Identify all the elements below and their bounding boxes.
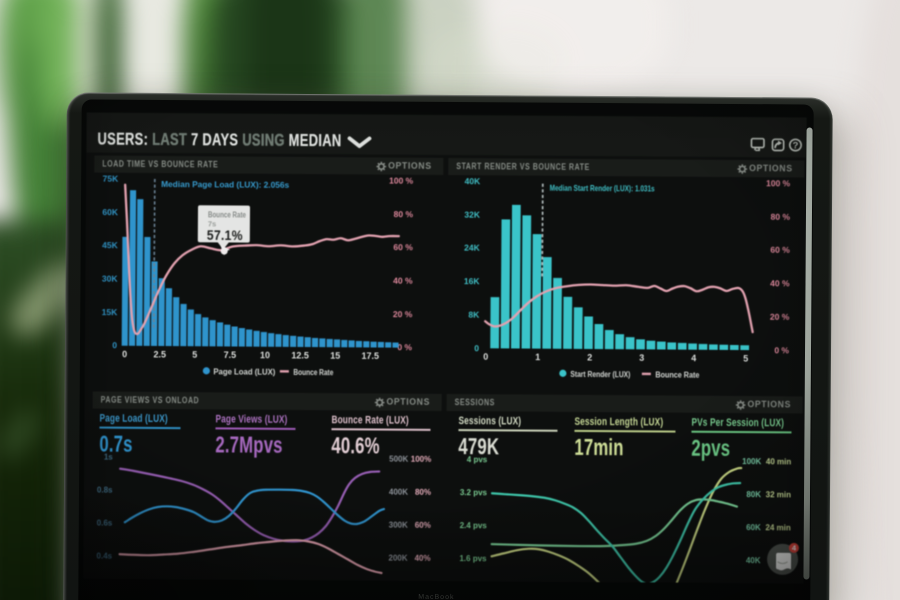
svg-text:0: 0 bbox=[122, 349, 127, 359]
svg-text:40 %: 40 % bbox=[770, 278, 790, 288]
svg-text:60K: 60K bbox=[746, 523, 761, 532]
svg-text:4: 4 bbox=[691, 353, 696, 363]
svg-text:Bounce Rate: Bounce Rate bbox=[293, 367, 333, 377]
svg-text:0: 0 bbox=[112, 340, 117, 350]
svg-text:80 %: 80 % bbox=[394, 209, 414, 219]
svg-text:Median Start Render (LUX): 1.0: Median Start Render (LUX): 1.031s bbox=[550, 183, 655, 194]
svg-text:4 pvs: 4 pvs bbox=[467, 455, 488, 464]
svg-text:60%: 60% bbox=[415, 521, 431, 530]
svg-text:57.1%: 57.1% bbox=[207, 228, 243, 243]
svg-text:80K: 80K bbox=[746, 490, 761, 499]
svg-text:0: 0 bbox=[474, 343, 479, 353]
svg-text:2.5: 2.5 bbox=[153, 349, 166, 359]
svg-text:100K: 100K bbox=[742, 457, 761, 466]
svg-text:3.2 pvs: 3.2 pvs bbox=[460, 488, 488, 497]
svg-text:60K: 60K bbox=[102, 207, 119, 217]
svg-text:40K: 40K bbox=[465, 176, 482, 186]
svg-text:80%: 80% bbox=[415, 488, 431, 497]
svg-text:Bounce Rate: Bounce Rate bbox=[208, 210, 246, 219]
svg-text:1: 1 bbox=[535, 352, 540, 362]
svg-text:3: 3 bbox=[639, 353, 644, 363]
svg-text:0.4s: 0.4s bbox=[96, 552, 112, 561]
svg-text:60 %: 60 % bbox=[770, 245, 790, 255]
svg-text:Median Page Load (LUX): 2.056s: Median Page Load (LUX): 2.056s bbox=[161, 179, 289, 190]
svg-text:45K: 45K bbox=[102, 240, 119, 250]
svg-text:80 %: 80 % bbox=[771, 212, 791, 222]
svg-text:24 min: 24 min bbox=[765, 523, 791, 532]
svg-text:100 %: 100 % bbox=[766, 178, 791, 188]
svg-text:300K: 300K bbox=[389, 521, 408, 530]
svg-text:100%: 100% bbox=[411, 455, 432, 464]
svg-text:0.8s: 0.8s bbox=[97, 486, 113, 495]
svg-text:32K: 32K bbox=[464, 209, 481, 219]
svg-text:15K: 15K bbox=[102, 307, 119, 317]
svg-text:0.6s: 0.6s bbox=[97, 519, 113, 528]
svg-text:500K: 500K bbox=[389, 455, 408, 464]
svg-text:75K: 75K bbox=[103, 174, 120, 184]
svg-text:4: 4 bbox=[792, 544, 797, 553]
svg-text:2: 2 bbox=[587, 352, 592, 362]
svg-text:40 %: 40 % bbox=[393, 276, 413, 286]
svg-text:32 min: 32 min bbox=[766, 490, 792, 499]
svg-text:40%: 40% bbox=[415, 554, 431, 563]
svg-text:200K: 200K bbox=[388, 554, 407, 563]
svg-text:30K: 30K bbox=[102, 274, 119, 284]
svg-text:1.6 pvs: 1.6 pvs bbox=[459, 554, 487, 563]
svg-text:15: 15 bbox=[330, 351, 340, 361]
svg-text:Bounce Rate: Bounce Rate bbox=[655, 369, 699, 379]
svg-text:24K: 24K bbox=[464, 243, 481, 253]
svg-text:60 %: 60 % bbox=[393, 242, 413, 252]
svg-text:12.5: 12.5 bbox=[291, 350, 309, 360]
svg-text:7.5: 7.5 bbox=[224, 350, 237, 360]
svg-text:Page Load (LUX): Page Load (LUX) bbox=[213, 366, 275, 376]
svg-text:40K: 40K bbox=[746, 556, 761, 565]
svg-text:0: 0 bbox=[483, 352, 488, 362]
svg-text:10: 10 bbox=[260, 350, 270, 360]
svg-text:40 min: 40 min bbox=[766, 457, 792, 466]
svg-text:1s: 1s bbox=[104, 453, 114, 462]
svg-text:17.5: 17.5 bbox=[361, 351, 379, 361]
svg-text:20 %: 20 % bbox=[770, 312, 790, 322]
svg-text:100 %: 100 % bbox=[389, 176, 414, 186]
svg-text:2.4 pvs: 2.4 pvs bbox=[460, 521, 488, 530]
svg-text:?: ? bbox=[793, 140, 799, 151]
svg-text:5: 5 bbox=[743, 354, 748, 364]
svg-text:400K: 400K bbox=[389, 488, 408, 497]
svg-text:8K: 8K bbox=[468, 310, 480, 320]
svg-text:0 %: 0 % bbox=[774, 345, 789, 355]
svg-text:7s: 7s bbox=[208, 219, 216, 228]
svg-text:20 %: 20 % bbox=[393, 309, 413, 319]
svg-text:Start Render (LUX): Start Render (LUX) bbox=[570, 369, 630, 379]
svg-text:5: 5 bbox=[192, 350, 197, 360]
svg-text:16K: 16K bbox=[464, 276, 481, 286]
svg-text:0 %: 0 % bbox=[397, 342, 412, 352]
